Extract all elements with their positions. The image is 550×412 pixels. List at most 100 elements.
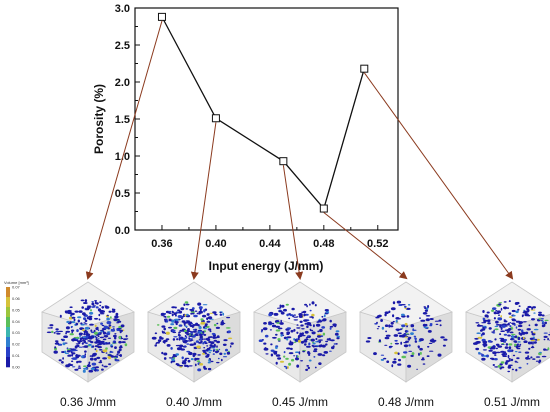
pore-mark [178,324,183,327]
pore-mark [487,340,492,343]
pore-mark [183,329,187,332]
pore-mark [314,304,317,307]
pore-mark [321,315,324,318]
pore-mark [196,360,201,363]
pore-mark [96,356,101,360]
pore-mark [189,343,194,346]
pore-mark [77,316,82,319]
pore-mark [58,359,62,362]
pore-mark [500,366,505,369]
pore-mark [331,346,335,350]
pore-mark [187,359,191,363]
pore-mark [309,329,314,332]
pore-mark [108,356,111,360]
pore-mark [109,351,114,353]
pore-mark [376,321,378,324]
pore-mark [197,331,203,333]
pore-mark [221,319,224,322]
pore-mark [173,326,178,330]
pore-mark [482,317,486,321]
pore-mark [535,356,541,358]
pore-mark [275,354,281,357]
pore-mark [108,363,112,366]
pore-mark [86,364,91,368]
pore-mark [190,358,194,361]
pore-mark [532,336,535,339]
pore-mark [526,363,529,365]
pore-mark [426,355,430,357]
pore-mark [198,306,203,310]
pore-mark [82,346,85,348]
pore-mark [225,327,231,329]
pore-mark [78,346,83,348]
pore-mark [373,352,377,356]
pore-mark [83,340,86,344]
colorbar-label: 0.04 [12,319,21,324]
pore-mark [211,332,216,335]
pore-mark [532,306,536,309]
pore-mark [439,324,442,327]
pore-mark [507,307,509,310]
pore-mark [406,325,408,328]
pore-mark [206,338,211,342]
pore-mark [71,316,76,319]
pore-mark [178,336,181,339]
pore-mark [73,349,78,352]
pore-mark [176,363,180,367]
pore-mark [101,306,105,309]
pore-mark [429,350,434,352]
pore-mark [173,318,179,322]
pore-mark [286,347,291,350]
pore-mark [527,309,530,312]
pore-mark [503,319,506,321]
pore-mark [434,320,439,322]
pore-mark [481,354,485,357]
pore-mark [157,339,162,342]
pore-mark [499,325,502,328]
pore-mark [385,334,391,337]
pore-mark [106,317,110,321]
pore-mark [311,316,314,319]
pore-mark [62,342,66,346]
pore-mark [406,315,410,318]
pore-mark [477,336,483,339]
pore-mark [89,355,93,357]
pore-mark [51,330,54,334]
pore-mark [209,330,212,333]
pore-mark [215,326,220,329]
pore-mark [85,314,88,317]
pore-mark [286,333,290,336]
pore-mark [271,322,275,325]
pore-mark [508,312,512,315]
pore-mark [76,329,79,333]
pore-mark [184,364,189,367]
pore-mark [180,317,183,320]
pore-mark [270,343,273,346]
pore-mark [184,339,188,342]
pore-mark [531,345,534,348]
pore-mark [115,312,119,316]
pore-mark [73,318,76,322]
pore-mark [285,303,289,306]
pore-mark [476,324,482,327]
pore-mark [194,333,198,335]
pore-mark [200,321,206,325]
pore-mark [219,352,223,356]
pore-mark [278,310,283,312]
pore-mark [109,326,112,329]
pore-mark [515,310,519,314]
pore-mark [425,315,431,317]
pore-mark [401,355,407,359]
pore-mark [83,322,86,324]
pore-mark [517,337,520,339]
pore-mark [184,345,187,347]
pore-mark [300,360,304,362]
pore-mark [403,344,409,348]
pore-mark [83,345,89,348]
pore-mark [300,324,304,327]
pore-mark [495,324,501,326]
pore-mark [178,331,181,334]
pore-mark [534,323,538,327]
pore-mark [315,323,321,327]
pore-mark [283,365,287,368]
